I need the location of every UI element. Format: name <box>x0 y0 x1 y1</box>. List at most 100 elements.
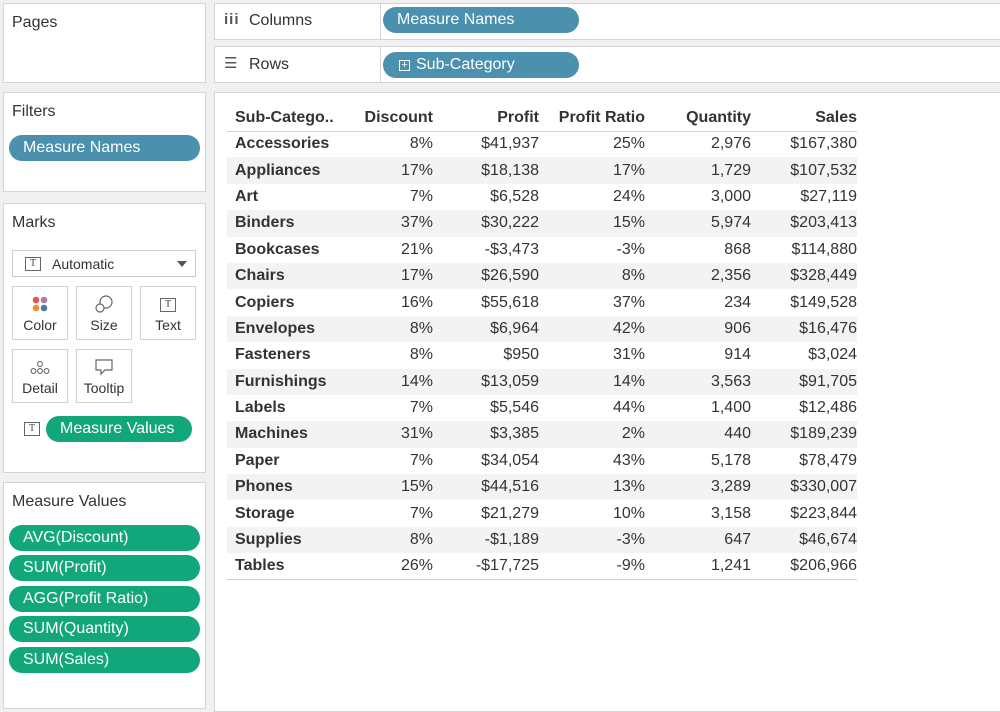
cell-sales: $78,479 <box>799 451 857 469</box>
chevron-down-icon[interactable] <box>177 261 187 267</box>
header-profit[interactable]: Profit <box>433 105 539 132</box>
table-row[interactable]: Chairs 17% $26,590 8% 2,356 $328,449 <box>227 262 857 290</box>
cell-profit: $18,138 <box>433 157 539 184</box>
cell-sales: $114,880 <box>791 240 857 258</box>
cell-quantity: 2,976 <box>710 135 751 153</box>
cell-discount: 8% <box>347 315 433 343</box>
cell-sales: $46,674 <box>751 526 857 554</box>
cell-profit-ratio: 24% <box>612 187 645 205</box>
table-row[interactable]: Storage 7% $21,279 10% 3,158 $223,844 <box>227 500 857 526</box>
measure-pill-sum-sales[interactable]: SUM(Sales) <box>9 647 200 673</box>
cell-profit: $34,054 <box>481 451 539 469</box>
cell-discount: 7% <box>409 504 433 522</box>
cell-profit-ratio: -3% <box>539 526 645 554</box>
cell-sales: $203,413 <box>751 210 857 237</box>
cell-quantity: 1,400 <box>710 399 751 417</box>
cell-profit-ratio: 42% <box>539 315 645 343</box>
table-row[interactable]: Furnishings 14% $13,059 14% 3,563 $91,705 <box>227 368 857 395</box>
rows-shelf[interactable]: ☰ Rows + Sub-Category <box>214 46 1000 83</box>
pages-card[interactable]: Pages <box>3 3 206 83</box>
cell-sub-category: Appliances <box>227 157 347 184</box>
measure-values-card[interactable]: Measure Values AVG(Discount) SUM(Profit)… <box>3 482 206 709</box>
columns-pill-measure-names[interactable]: Measure Names <box>383 7 579 33</box>
detail-icon <box>13 357 67 377</box>
columns-shelf[interactable]: iii Columns Measure Names <box>214 3 1000 40</box>
color-icon <box>13 294 67 314</box>
data-table: Sub-Catego.. Discount Profit Profit Rati… <box>227 105 857 581</box>
table-row[interactable]: Labels 7% $5,546 44% 1,400 $12,486 <box>227 395 857 421</box>
cell-discount: 15% <box>347 474 433 501</box>
tooltip-icon <box>77 357 131 377</box>
table-row[interactable]: Phones 15% $44,516 13% 3,289 $330,007 <box>227 474 857 501</box>
detail-label: Detail <box>22 380 58 396</box>
filters-card[interactable]: Filters Measure Names <box>3 92 206 192</box>
cell-quantity: 1,241 <box>645 553 751 581</box>
table-row[interactable]: Tables 26% -$17,725 -9% 1,241 $206,966 <box>227 553 857 581</box>
measure-pill-sum-quantity[interactable]: SUM(Quantity) <box>9 616 200 642</box>
header-sales[interactable]: Sales <box>751 105 857 132</box>
size-label: Size <box>90 317 118 333</box>
rows-pill-sub-category[interactable]: + Sub-Category <box>383 52 579 78</box>
cell-profit-ratio: 37% <box>612 293 645 311</box>
header-sub-category[interactable]: Sub-Catego.. <box>227 105 347 132</box>
table-header-row: Sub-Catego.. Discount Profit Profit Rati… <box>227 105 857 132</box>
header-discount[interactable]: Discount <box>347 105 433 132</box>
pages-title: Pages <box>12 14 58 31</box>
columns-shelf-label-area: iii Columns <box>215 4 381 39</box>
color-button[interactable]: Color <box>12 286 68 340</box>
header-quantity[interactable]: Quantity <box>645 105 751 132</box>
table-row[interactable]: Binders 37% $30,222 15% 5,974 $203,413 <box>227 210 857 237</box>
cell-discount: 17% <box>347 262 433 290</box>
table-row[interactable]: Machines 31% $3,385 2% 440 $189,239 <box>227 421 857 448</box>
cell-discount: 8% <box>347 526 433 554</box>
cell-sub-category: Phones <box>227 474 347 501</box>
tooltip-button[interactable]: Tooltip <box>76 349 132 403</box>
cell-quantity: 3,289 <box>645 474 751 501</box>
measure-pill-avg-discount[interactable]: AVG(Discount) <box>9 525 200 551</box>
cell-profit: $26,590 <box>433 262 539 290</box>
marks-title: Marks <box>12 214 56 231</box>
table-row[interactable]: Paper 7% $34,054 43% 5,178 $78,479 <box>227 448 857 474</box>
rows-icon: ☰ <box>224 55 238 72</box>
table-row[interactable]: Appliances 17% $18,138 17% 1,729 $107,532 <box>227 157 857 184</box>
view-canvas[interactable] <box>214 92 1000 712</box>
mark-type-select[interactable]: T Automatic <box>12 250 196 277</box>
cell-profit: $3,385 <box>433 421 539 448</box>
table-row[interactable]: Copiers 16% $55,618 37% 234 $149,528 <box>227 289 857 315</box>
table-row[interactable]: Accessories 8% $41,937 25% 2,976 $167,380 <box>227 131 857 157</box>
cell-profit: $41,937 <box>481 135 539 153</box>
cell-discount: 21% <box>400 240 433 258</box>
table-row[interactable]: Bookcases 21% -$3,473 -3% 868 $114,880 <box>227 237 857 263</box>
filter-pill-measure-names[interactable]: Measure Names <box>9 135 200 161</box>
table-row[interactable]: Supplies 8% -$1,189 -3% 647 $46,674 <box>227 526 857 554</box>
marks-card[interactable]: Marks T Automatic Color Size T <box>3 203 206 473</box>
cell-discount: 7% <box>409 451 433 469</box>
cell-sub-category: Paper <box>235 451 280 469</box>
cell-profit: $5,546 <box>490 399 539 417</box>
cell-quantity: 868 <box>724 240 751 258</box>
size-button[interactable]: Size <box>76 286 132 340</box>
cell-discount: 31% <box>347 421 433 448</box>
detail-button[interactable]: Detail <box>12 349 68 403</box>
cell-sales: $330,007 <box>751 474 857 501</box>
color-label: Color <box>23 317 57 333</box>
table-row[interactable]: Envelopes 8% $6,964 42% 906 $16,476 <box>227 315 857 343</box>
cell-sales: $149,528 <box>790 293 857 311</box>
marks-pill-measure-values[interactable]: Measure Values <box>46 416 192 442</box>
cell-sales: $27,119 <box>800 187 857 205</box>
expand-icon[interactable]: + <box>399 60 410 71</box>
cell-sales: $189,239 <box>751 421 857 448</box>
cell-profit: $21,279 <box>481 504 539 522</box>
header-profit-ratio[interactable]: Profit Ratio <box>539 105 645 132</box>
cell-profit: -$1,189 <box>433 526 539 554</box>
table-row[interactable]: Fasteners 8% $950 31% 914 $3,024 <box>227 342 857 368</box>
measure-pill-sum-profit[interactable]: SUM(Profit) <box>9 555 200 581</box>
text-button[interactable]: T Text <box>140 286 196 340</box>
cell-sub-category: Furnishings <box>227 368 347 395</box>
rows-label: Rows <box>249 56 290 73</box>
cell-discount: 17% <box>347 157 433 184</box>
cell-sub-category: Chairs <box>227 262 347 290</box>
cell-sales: $3,024 <box>808 346 857 364</box>
measure-pill-agg-profit-ratio[interactable]: AGG(Profit Ratio) <box>9 586 200 612</box>
table-row[interactable]: Art 7% $6,528 24% 3,000 $27,119 <box>227 184 857 210</box>
